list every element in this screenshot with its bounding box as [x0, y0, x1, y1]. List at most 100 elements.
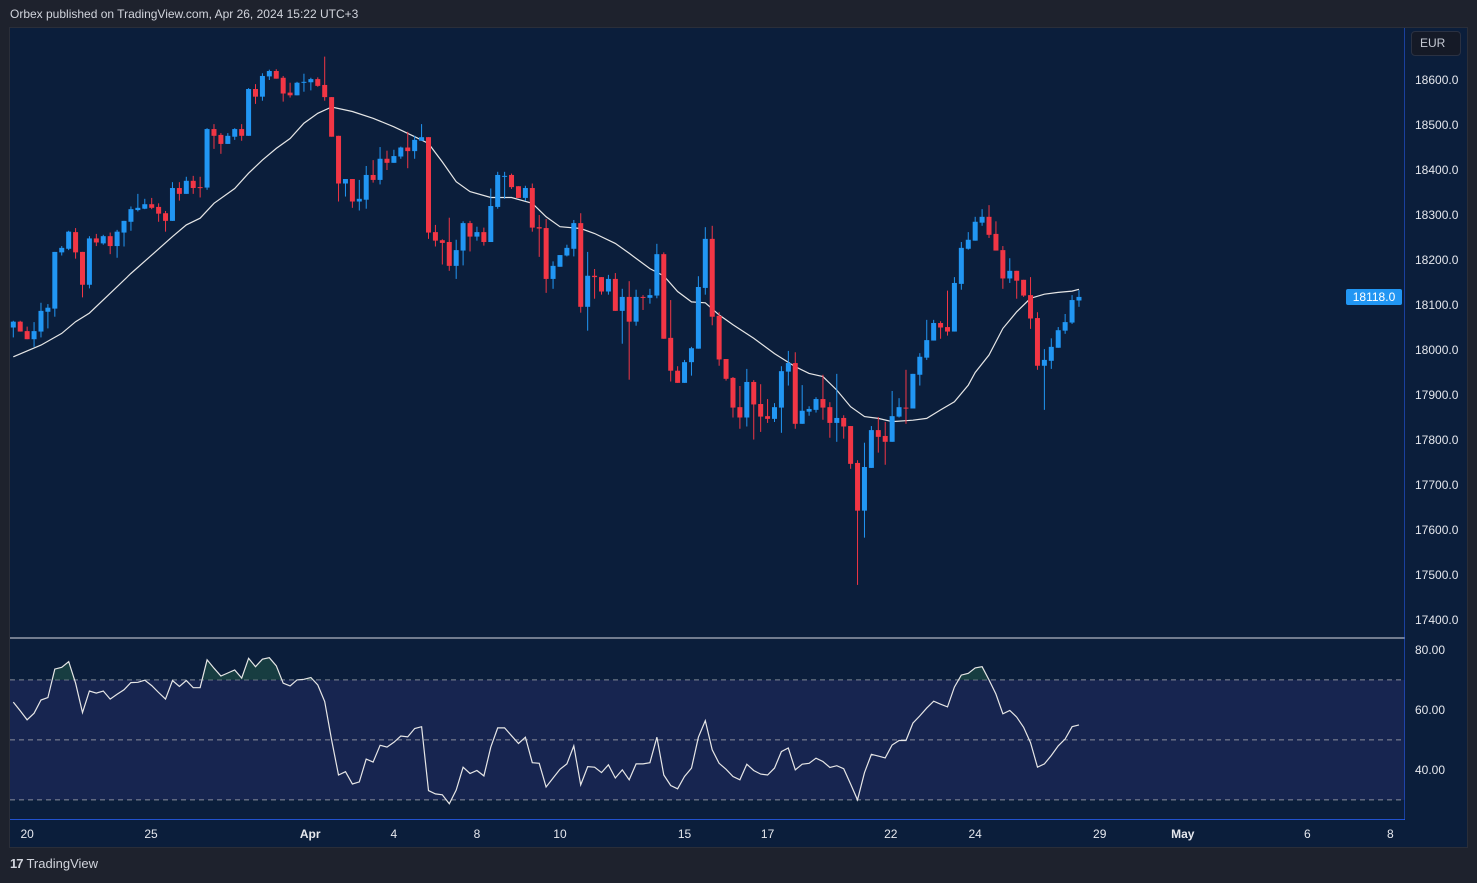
candle-body [564, 247, 570, 256]
candle-body [986, 216, 992, 235]
candle-body [585, 275, 591, 307]
price-tick-label: 17900.0 [1415, 388, 1459, 402]
candle [211, 124, 217, 149]
candle-body [384, 158, 390, 163]
candle [536, 215, 542, 257]
candle [502, 171, 508, 199]
candle [453, 239, 459, 279]
candle [993, 221, 999, 251]
time-tick-label: 25 [144, 827, 158, 841]
candle-body [709, 238, 715, 317]
candle [342, 179, 348, 197]
candle [910, 373, 916, 409]
candle-body [903, 407, 909, 409]
candle-body [59, 247, 65, 253]
candle [633, 289, 639, 326]
candle-body [765, 416, 771, 419]
candle-body [121, 220, 127, 233]
candle [412, 135, 418, 159]
time-tick-label: 8 [473, 827, 481, 841]
candle [80, 251, 85, 298]
price-tick-label: 18600.0 [1415, 73, 1459, 88]
candle-body [24, 331, 30, 340]
candle-body [308, 79, 314, 83]
candle [522, 185, 528, 202]
candle-body [945, 327, 950, 332]
candle [792, 352, 798, 429]
candle [543, 219, 549, 293]
candle-body [232, 129, 238, 137]
rsi-tick-label: 40.00 [1415, 762, 1446, 777]
candle-body [578, 223, 584, 307]
candle-body [377, 158, 383, 180]
candle-body [370, 174, 376, 180]
candle-body [841, 417, 847, 427]
brand-name: TradingView [26, 856, 99, 871]
candle-body [675, 370, 681, 383]
price-tick-label: 18200.0 [1415, 253, 1459, 267]
candle [239, 124, 245, 141]
candle-body [169, 188, 175, 221]
candle [273, 69, 279, 79]
candle [951, 277, 957, 332]
candle [827, 402, 833, 438]
candle [218, 133, 224, 154]
price-tick-label: 18400.0 [1415, 163, 1459, 177]
price-tick-label: 17800.0 [1415, 433, 1459, 447]
candle-body [453, 250, 459, 266]
candle-body [183, 180, 189, 194]
candle-body [633, 296, 639, 322]
candle-body [1055, 330, 1061, 348]
candle [336, 135, 342, 202]
candle [695, 276, 701, 349]
chart-canvas[interactable] [10, 28, 1405, 820]
candle-body [820, 399, 826, 408]
candle [834, 373, 840, 442]
candle-body [730, 377, 736, 408]
candle [446, 217, 452, 271]
candle-body [792, 363, 798, 424]
candle-body [509, 174, 515, 188]
candle [308, 77, 314, 91]
candle-body [246, 89, 252, 136]
candle [100, 234, 106, 245]
candle-body [495, 174, 501, 207]
candle [142, 198, 148, 210]
candle [578, 213, 584, 313]
candle-body [1028, 295, 1034, 319]
candle [1034, 312, 1040, 370]
candle [861, 442, 867, 538]
candle-body [605, 278, 611, 292]
candle [917, 353, 923, 386]
candle [495, 171, 501, 209]
currency-button[interactable]: EUR [1411, 31, 1461, 56]
candle-body [619, 296, 625, 311]
candle [979, 209, 985, 226]
candle [426, 137, 431, 239]
candle [751, 380, 757, 440]
candle [806, 406, 812, 416]
candle [675, 366, 681, 383]
candle [688, 346, 694, 376]
tradingview-branding[interactable]: 17 TradingView [10, 856, 98, 871]
candle-body [868, 430, 874, 468]
candle [868, 426, 874, 468]
candle-body [474, 232, 480, 237]
candle [599, 277, 604, 295]
candle [481, 227, 487, 246]
candle [52, 251, 58, 317]
candle-body [515, 186, 521, 198]
candle-body [329, 97, 335, 137]
candle-body [107, 236, 113, 247]
candle-body [114, 231, 120, 247]
candle-body [10, 321, 16, 328]
time-tick-label: 8 [1387, 827, 1394, 841]
candle-body [1062, 322, 1068, 331]
candle [384, 150, 390, 171]
candle [66, 230, 72, 251]
time-tick-label: 6 [1303, 827, 1311, 841]
candle-body [294, 82, 300, 96]
candle [1041, 349, 1047, 410]
candle-body [529, 188, 535, 228]
candle [765, 399, 771, 423]
